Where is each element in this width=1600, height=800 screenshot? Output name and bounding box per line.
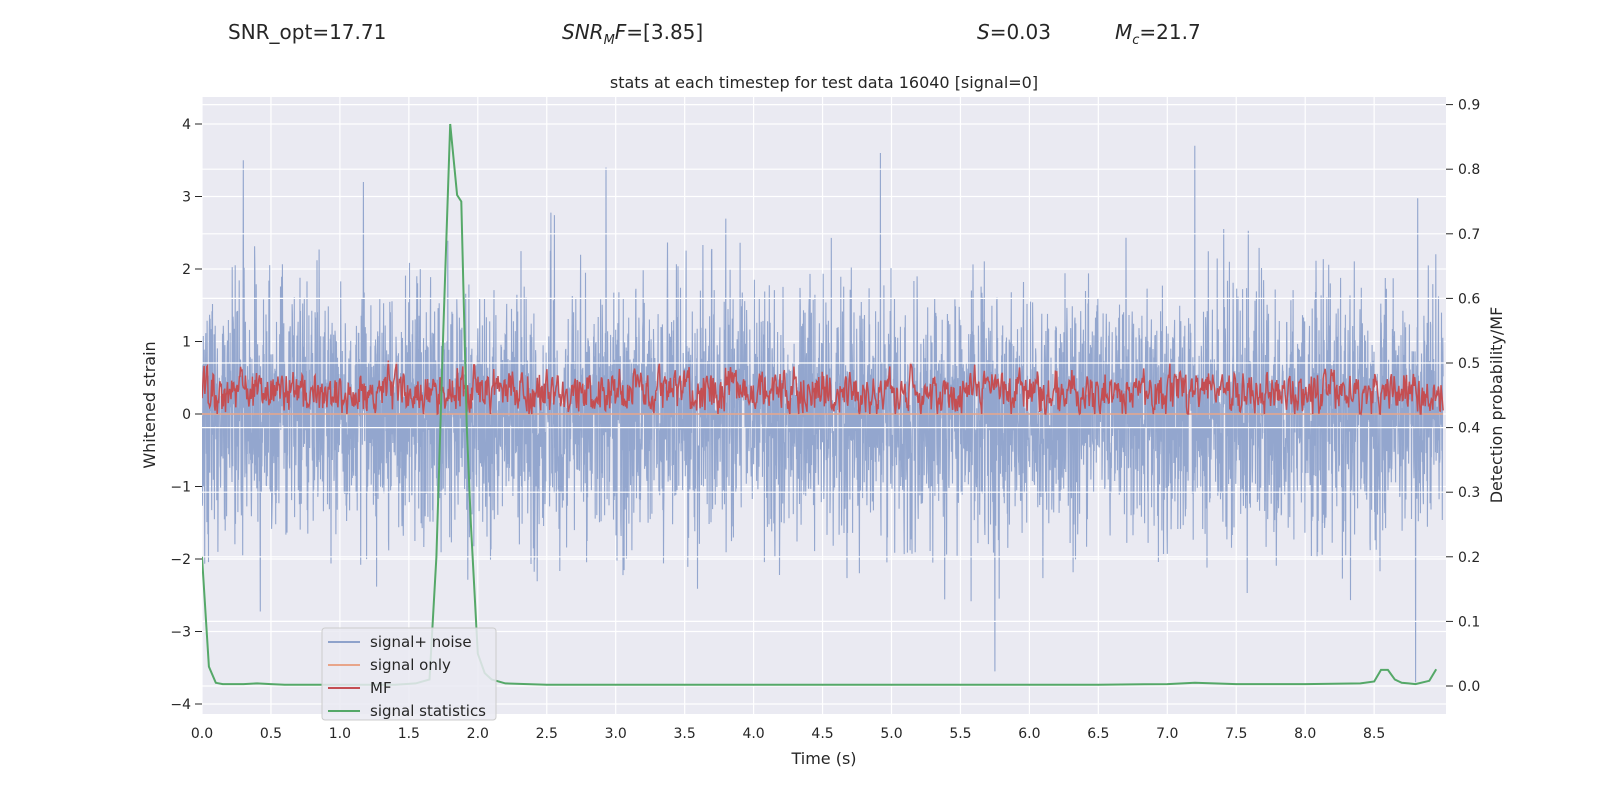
x-tick-label: 3.5 <box>674 726 696 742</box>
x-tick-label: 4.0 <box>742 726 764 742</box>
snr-mf-value: =[3.85] <box>626 20 704 44</box>
y-axis-ticks: 4 3 2 1 0 −1 −2 −3 −4 <box>170 117 202 713</box>
y-right-tick-label: 0.8 <box>1458 162 1480 178</box>
series-line-mf <box>202 360 1444 416</box>
legend-label: signal only <box>370 656 451 674</box>
y-right-tick-label: 0.4 <box>1458 421 1480 437</box>
mc-label: Mc=21.7 <box>1115 20 1201 48</box>
y-right-axis-label: Detection probability/MF <box>1487 307 1506 504</box>
y-tick-label: −4 <box>170 697 191 713</box>
y-right-tick-label: 0.3 <box>1458 485 1480 501</box>
x-tick-label: 7.0 <box>1156 726 1178 742</box>
x-tick-label: 5.0 <box>880 726 902 742</box>
x-tick-label: 6.0 <box>1018 726 1040 742</box>
y-right-tick-label: 0.5 <box>1458 356 1480 372</box>
y-tick-label: 2 <box>182 262 191 278</box>
snr-opt-label: SNR_opt=17.71 <box>228 20 386 44</box>
x-tick-label: 2.0 <box>467 726 489 742</box>
legend: signal+ noise signal only MF signal statist… <box>321 627 497 721</box>
right-grid <box>202 103 1446 687</box>
snr-mf-tail: F <box>614 20 627 44</box>
y-right-tick-label: 0.7 <box>1458 227 1480 243</box>
chart-title: stats at each timestep for test data 160… <box>610 73 1038 92</box>
x-tick-label: 0.0 <box>191 726 213 742</box>
x-tick-label: 1.5 <box>398 726 420 742</box>
y-right-tick-label: 0.2 <box>1458 550 1480 566</box>
legend-box <box>321 627 497 721</box>
y-tick-label: −2 <box>170 552 191 568</box>
y-right-tick-label: 0.1 <box>1458 614 1480 630</box>
x-tick-label: 5.5 <box>949 726 971 742</box>
series-layer <box>202 145 1444 683</box>
x-tick-label: 8.5 <box>1363 726 1385 742</box>
series-line-signal-noise <box>202 145 1444 683</box>
x-tick-label: 3.0 <box>605 726 627 742</box>
s-label: S=0.03 <box>977 20 1051 44</box>
legend-label: MF <box>370 679 392 697</box>
s-sym: S <box>977 20 990 44</box>
y-tick-label: 4 <box>182 117 191 133</box>
x-tick-label: 8.0 <box>1294 726 1316 742</box>
y-tick-label: −1 <box>170 480 191 496</box>
y-tick-label: 0 <box>182 407 191 423</box>
y-right-axis-ticks: 0.9 0.8 0.7 0.6 0.5 0.4 0.3 0.2 0.1 0.0 <box>1446 98 1480 695</box>
snr-mf-label: SNRMF=[3.85] <box>562 20 704 48</box>
legend-label: signal statistics <box>370 702 486 720</box>
x-tick-label: 7.5 <box>1225 726 1247 742</box>
y-tick-label: 1 <box>182 335 191 351</box>
x-tick-label: 0.5 <box>260 726 282 742</box>
s-value: =0.03 <box>989 20 1051 44</box>
x-tick-label: 2.5 <box>536 726 558 742</box>
snr-mf-sub: M <box>603 33 615 48</box>
legend-label: signal+ noise <box>370 633 472 651</box>
x-tick-label: 4.5 <box>811 726 833 742</box>
y-right-tick-label: 0.0 <box>1458 679 1480 695</box>
x-tick-label: 1.0 <box>329 726 351 742</box>
x-axis-label: Time (s) <box>790 749 856 768</box>
snr-opt-text: SNR_opt=17.71 <box>228 20 387 44</box>
y-tick-label: 3 <box>182 190 191 206</box>
mc-sub: c <box>1132 33 1140 48</box>
mc-value: =21.7 <box>1139 20 1201 44</box>
y-tick-label: −3 <box>170 625 191 641</box>
x-axis-ticks: 0.0 0.5 1.0 1.5 2.0 2.5 3.0 3.5 4.0 4.5 5.0 5.5 6.0 6… <box>191 726 1385 742</box>
x-tick-label: 6.5 <box>1087 726 1109 742</box>
snr-mf-base: SNR <box>562 20 604 44</box>
mc-base: M <box>1115 20 1133 44</box>
y-right-tick-label: 0.9 <box>1458 98 1480 114</box>
y-axis-label: Whitened strain <box>140 341 159 468</box>
y-right-tick-label: 0.6 <box>1458 291 1480 307</box>
